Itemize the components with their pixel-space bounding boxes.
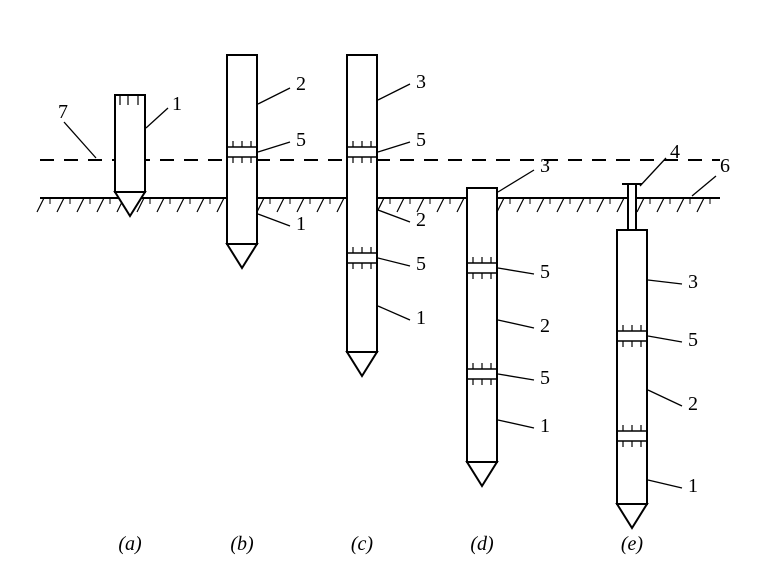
pile-driving-diagram: 7 1 2 5 1 3 5 2 5 1 3 5 2 5 1 4 6 3 5 2 1 (a) (b) (c) (d) (e) (0, 0, 760, 572)
callout-leader-7 (64, 122, 96, 158)
callout-label-c5b: 5 (416, 253, 426, 275)
callout-leader-e3 (648, 280, 682, 284)
callout-leader-c1 (378, 306, 410, 320)
callout-leader-e5 (648, 336, 682, 342)
callout-leader-d3 (498, 170, 534, 192)
callout-label-d5b: 5 (540, 367, 550, 389)
pile-c (347, 55, 377, 376)
callout-leader-d1 (498, 420, 534, 428)
callout-leader-c2 (378, 210, 410, 222)
panel-label-d: (d) (470, 533, 494, 555)
callout-label-d2: 2 (540, 315, 550, 337)
callout-label-b2: 2 (296, 73, 306, 95)
callout-leader-d2 (498, 320, 534, 328)
callout-leader-b2 (258, 88, 290, 104)
pile-a (115, 95, 145, 216)
callout-label-7: 7 (58, 101, 68, 123)
callout-label-c1: 1 (416, 307, 426, 329)
callout-leader-c5b (378, 258, 410, 266)
callout-label-e2: 2 (688, 393, 698, 415)
panel-label-b: (b) (230, 533, 254, 555)
callout-label-b1: 1 (296, 213, 306, 235)
callout-leader-c3 (378, 84, 410, 100)
callout-label-e5: 5 (688, 329, 698, 351)
callout-leader-a1 (146, 108, 168, 128)
callout-label-a1: 1 (172, 93, 182, 115)
callout-leader-b5 (258, 142, 290, 152)
callout-label-e1: 1 (688, 475, 698, 497)
callout-leader-e1 (648, 480, 682, 488)
pile-b (227, 55, 257, 268)
follower (628, 184, 636, 230)
callout-label-e3: 3 (688, 271, 698, 293)
callout-label-b5: 5 (296, 129, 306, 151)
callout-leader-e2 (648, 390, 682, 406)
callout-label-d1: 1 (540, 415, 550, 437)
callout-label-c5a: 5 (416, 129, 426, 151)
panel-label-e: (e) (621, 533, 644, 555)
callout-leader-d5b (498, 374, 534, 380)
callout-leader-6 (692, 176, 716, 196)
callout-label-6: 6 (720, 155, 730, 177)
callout-label-e4: 4 (670, 141, 680, 163)
callout-leader-b1 (258, 214, 290, 226)
panel-label-c: (c) (351, 533, 374, 555)
callout-leader-d5a (498, 268, 534, 274)
callout-label-d3: 3 (540, 155, 550, 177)
callout-label-c3: 3 (416, 71, 426, 93)
pile-e (617, 184, 647, 528)
callout-label-d5a: 5 (540, 261, 550, 283)
callout-label-c2: 2 (416, 209, 426, 231)
panel-label-a: (a) (118, 533, 142, 555)
callout-leader-e4 (640, 158, 666, 186)
callout-leader-c5a (378, 142, 410, 152)
pile-d (467, 188, 497, 486)
